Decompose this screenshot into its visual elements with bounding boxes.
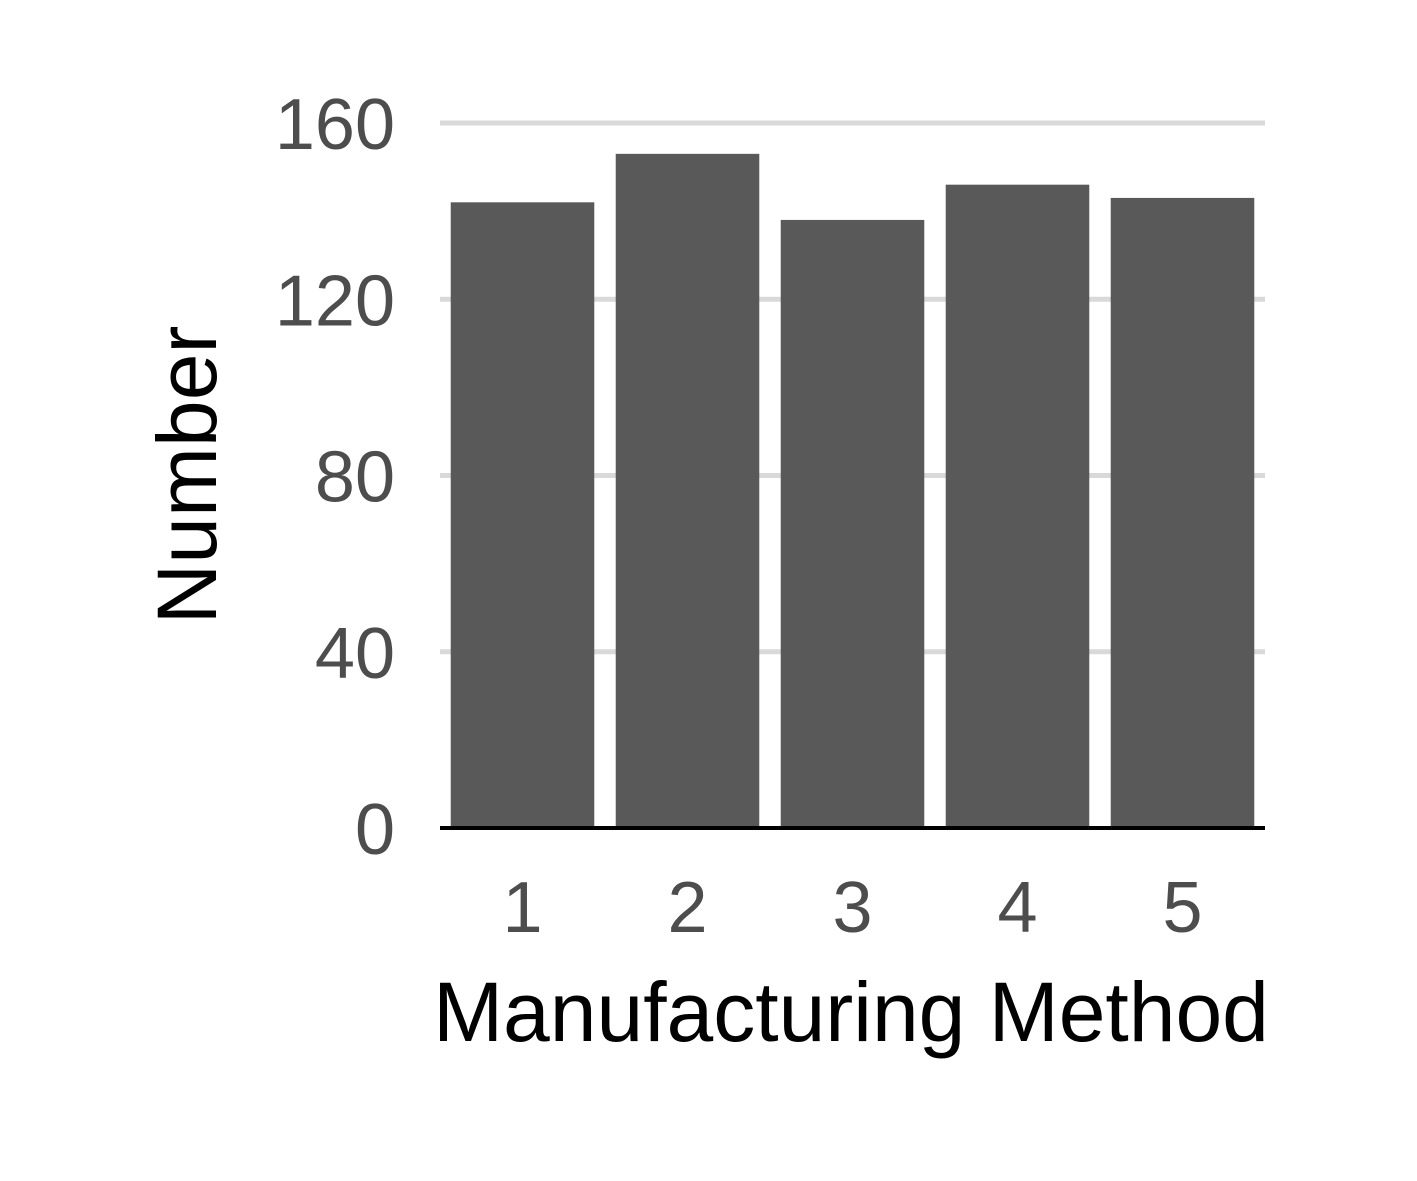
- bar: [1110, 197, 1255, 828]
- x-tick-label: 3: [832, 868, 872, 948]
- y-tick-label: 120: [275, 261, 395, 341]
- bar: [615, 153, 760, 828]
- x-tick-label: 4: [997, 868, 1037, 948]
- bar: [450, 202, 595, 828]
- x-axis-title: Manufacturing Method: [433, 965, 1269, 1059]
- y-axis-title: Number: [140, 326, 234, 625]
- x-tick-label: 2: [667, 868, 707, 948]
- y-tick-label: 160: [275, 85, 395, 165]
- bar: [780, 219, 925, 828]
- y-tick-labels: 0 40 80 120 160: [275, 85, 395, 870]
- bars: [450, 153, 1255, 828]
- y-tick-label: 80: [315, 438, 395, 518]
- x-tick-labels: 1 2 3 4 5: [502, 868, 1202, 948]
- y-tick-label: 0: [355, 790, 395, 870]
- x-tick-label: 1: [502, 868, 542, 948]
- y-tick-label: 40: [315, 614, 395, 694]
- bar: [945, 184, 1090, 828]
- x-tick-label: 5: [1162, 868, 1202, 948]
